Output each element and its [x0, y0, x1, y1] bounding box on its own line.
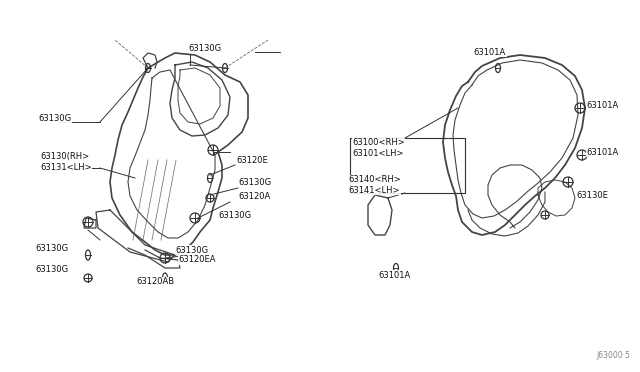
Text: 63130G: 63130G: [188, 44, 221, 52]
Text: 63101A: 63101A: [586, 100, 618, 109]
Text: 63130E: 63130E: [576, 190, 608, 199]
Text: 63130G: 63130G: [218, 211, 251, 219]
Text: 63120AB: 63120AB: [136, 278, 174, 286]
Text: 63130(RH>
63131<LH>: 63130(RH> 63131<LH>: [40, 152, 92, 172]
Text: 63120E: 63120E: [236, 155, 268, 164]
Text: 63100<RH>
63101<LH>: 63100<RH> 63101<LH>: [352, 138, 404, 158]
Bar: [350, 138, 465, 193]
Text: 63130G: 63130G: [238, 177, 271, 186]
Text: 63101A: 63101A: [474, 48, 506, 57]
Text: 63120A: 63120A: [238, 192, 270, 201]
Text: 63120EA: 63120EA: [178, 256, 216, 264]
Text: 63130G: 63130G: [35, 244, 68, 253]
Text: 63130G: 63130G: [38, 113, 71, 122]
Text: 63130G: 63130G: [35, 266, 68, 275]
Text: 63101A: 63101A: [586, 148, 618, 157]
Text: J63000·5: J63000·5: [596, 351, 630, 360]
Text: 63130G: 63130G: [175, 246, 208, 254]
Text: 63101A: 63101A: [379, 270, 411, 279]
Text: 63140<RH>
63141<LH>: 63140<RH> 63141<LH>: [348, 175, 401, 195]
